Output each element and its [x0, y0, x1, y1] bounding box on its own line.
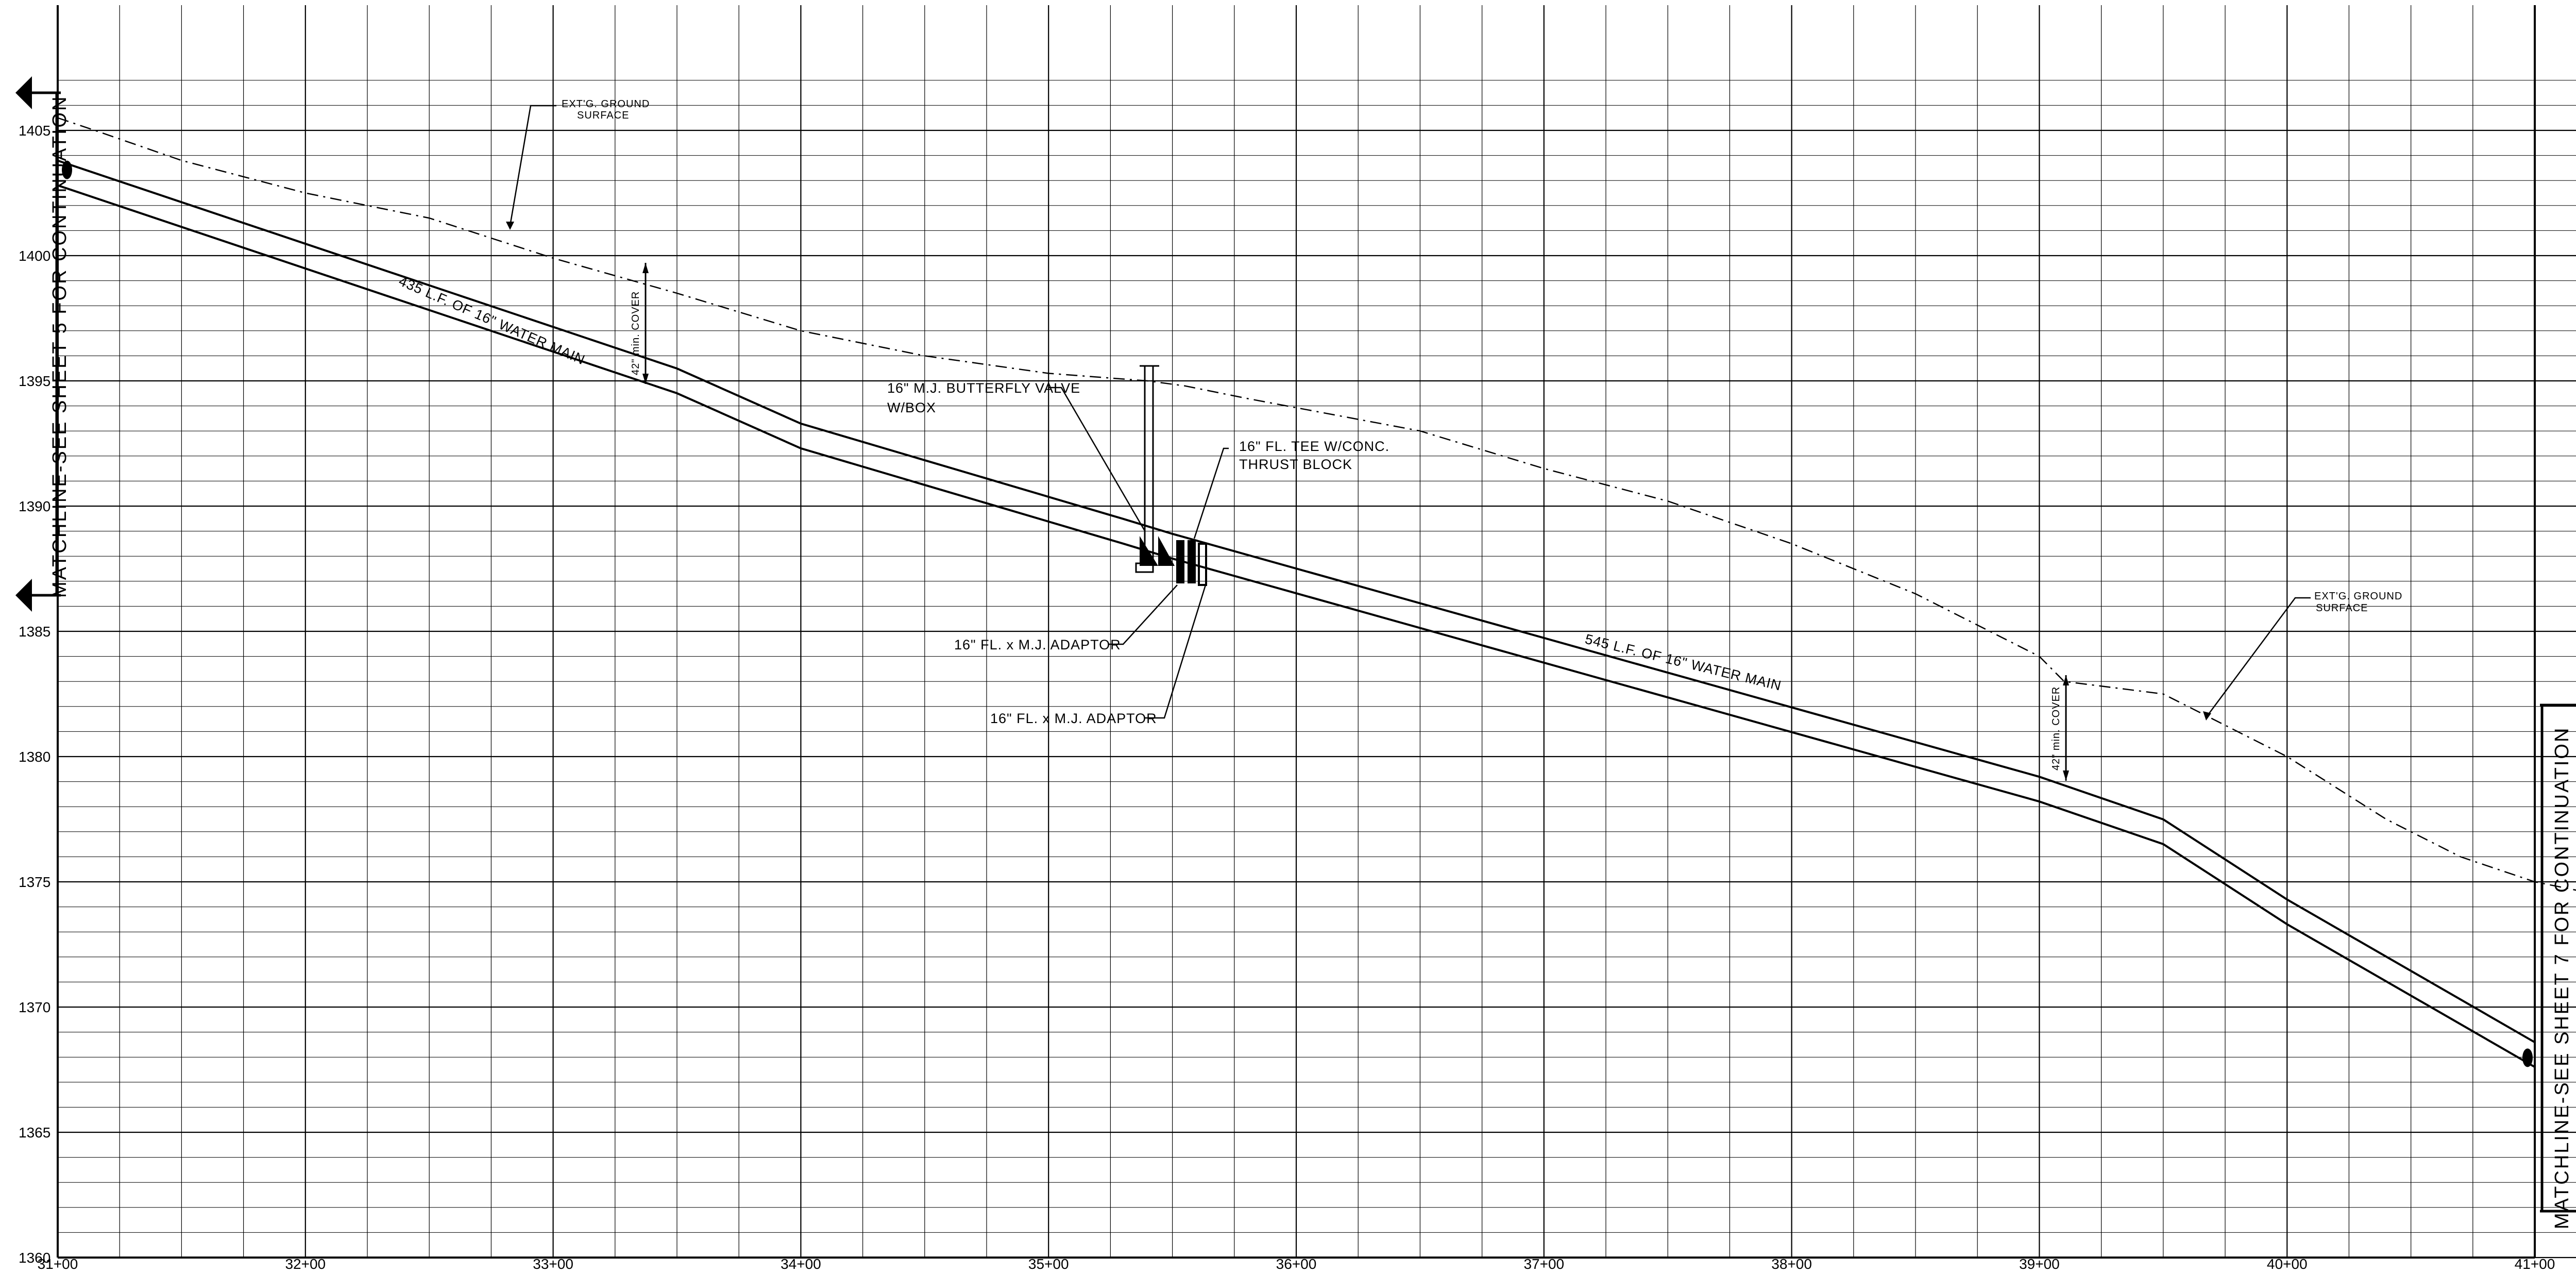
- cover-label-2: 42" min. COVER: [2050, 686, 2062, 770]
- leader-tee: [1193, 447, 1229, 539]
- elevation-label-left: 1385: [19, 624, 50, 640]
- ground-label-1b: SURFACE: [577, 110, 629, 121]
- leader-lines: [506, 105, 2311, 721]
- elevation-label-left: 1400: [19, 248, 50, 264]
- elevation-label-left: 1370: [19, 999, 50, 1015]
- station-label: 33+00: [533, 1256, 573, 1272]
- leader-ground-1-arrow: [506, 222, 514, 230]
- tee-label-2: THRUST BLOCK: [1239, 457, 1352, 472]
- station-label: 35+00: [1028, 1256, 1069, 1272]
- elevation-labels-left: 1405 1400 1395 1390 1385 1380 1375 1370 1365 1360: [19, 123, 50, 1266]
- elevation-label-left: 1365: [19, 1125, 50, 1141]
- ground-label-2a: EXT'G. GROUND: [2314, 591, 2402, 602]
- station-label: 38+00: [1771, 1256, 1812, 1272]
- station-label: 32+00: [285, 1256, 326, 1272]
- water-main-pipe: [57, 159, 2535, 1068]
- cover-label-1: 42" min. COVER: [630, 291, 641, 375]
- station-label: 36+00: [1276, 1256, 1317, 1272]
- elevation-label-left: 1375: [19, 874, 50, 890]
- adaptor-label-2: 16" FL. x M.J. ADAPTOR: [990, 711, 1157, 726]
- cover-dimension-1: 42" min. COVER: [630, 263, 649, 384]
- station-label: 31+00: [38, 1256, 78, 1272]
- pipe-end-right: [2522, 1048, 2533, 1067]
- cover-dimension-2: 42" min. COVER: [2050, 675, 2069, 781]
- ground-label-1a: EXT'G. GROUND: [562, 98, 650, 110]
- valve-label-2: W/BOX: [887, 400, 936, 415]
- matchline-left-arrow-bottom: [15, 579, 32, 612]
- station-label: 41+00: [2515, 1256, 2555, 1272]
- station-label: 34+00: [781, 1256, 821, 1272]
- elevation-label-left: 1395: [19, 373, 50, 389]
- station-tick-labels: 31+00 32+00 33+00 34+00 35+00 36+00 37+00 38+00…: [38, 1256, 2555, 1272]
- matchline-right: MATCHLINE-SEE SHEET 7 FOR CONTINUATION: [2540, 703, 2576, 1229]
- adaptor-label-1: 16" FL. x M.J. ADAPTOR: [954, 637, 1121, 652]
- existing-ground-line: [57, 117, 2576, 891]
- elevation-label-left: 1405: [19, 123, 50, 139]
- tee-label-1: 16" FL. TEE W/CONC.: [1239, 439, 1389, 454]
- matchline-right-label: MATCHLINE-SEE SHEET 7 FOR CONTINUATION: [2551, 727, 2573, 1229]
- elevation-label-left: 1360: [19, 1250, 50, 1266]
- elevation-label-left: 1390: [19, 498, 50, 514]
- leader-ground-2-arrow: [2203, 711, 2211, 721]
- leader-adaptor-2: [1145, 584, 1207, 719]
- matchline-left-arrow-top: [15, 76, 32, 109]
- leader-ground-1: [509, 105, 556, 226]
- station-label: 37+00: [1523, 1256, 1564, 1272]
- station-label: 40+00: [2267, 1256, 2308, 1272]
- pipe-top-line: [57, 159, 2535, 1044]
- leader-valve: [1048, 387, 1146, 531]
- pipe-bottom-line: [57, 184, 2535, 1068]
- matchline-left: MATCHLINE-SEE SHEET 5 FOR CONTINUATION: [15, 76, 71, 612]
- pipe-end-left: [62, 160, 72, 179]
- ground-label-2b: SURFACE: [2316, 602, 2368, 614]
- matchline-left-label: MATCHLINE-SEE SHEET 5 FOR CONTINUATION: [49, 95, 71, 598]
- station-label: 39+00: [2019, 1256, 2060, 1272]
- valve-label-1: 16" M.J. BUTTERFLY VALVE: [887, 380, 1080, 396]
- leader-ground-2: [2205, 597, 2311, 718]
- butterfly-valve-icon: [1135, 365, 1175, 573]
- elevation-label-left: 1380: [19, 749, 50, 765]
- leader-adaptor-1: [1109, 584, 1178, 645]
- fl-tee-icon: [1176, 540, 1207, 586]
